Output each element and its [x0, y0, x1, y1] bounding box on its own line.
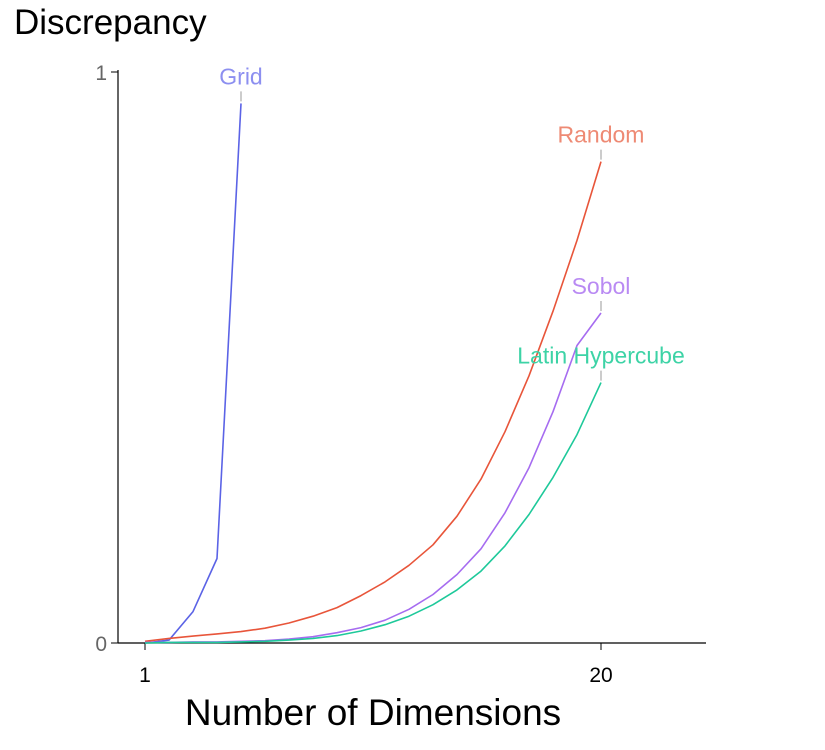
series-label-sobol: Sobol [572, 273, 631, 299]
series-label-random: Random [558, 122, 645, 148]
y-tick-label-0: 0 [95, 633, 107, 656]
series-line-latin-hypercube [144, 382, 602, 644]
series-line-random [144, 161, 602, 643]
series-line-grid [144, 103, 242, 644]
series-layer: Grid Random Sobol Latin Hypercube [144, 63, 685, 644]
x-tick-label-1: 1 [139, 664, 151, 687]
series-label-latin-hypercube: Latin Hypercube [517, 343, 685, 369]
y-tick-label-1: 1 [95, 62, 107, 85]
axes: 1 0 1 20 [95, 62, 706, 687]
series-label-grid: Grid [219, 63, 262, 89]
chart-title: Discrepancy [14, 3, 207, 42]
x-axis-label: Number of Dimensions [185, 692, 561, 733]
x-tick-label-20: 20 [589, 664, 612, 687]
